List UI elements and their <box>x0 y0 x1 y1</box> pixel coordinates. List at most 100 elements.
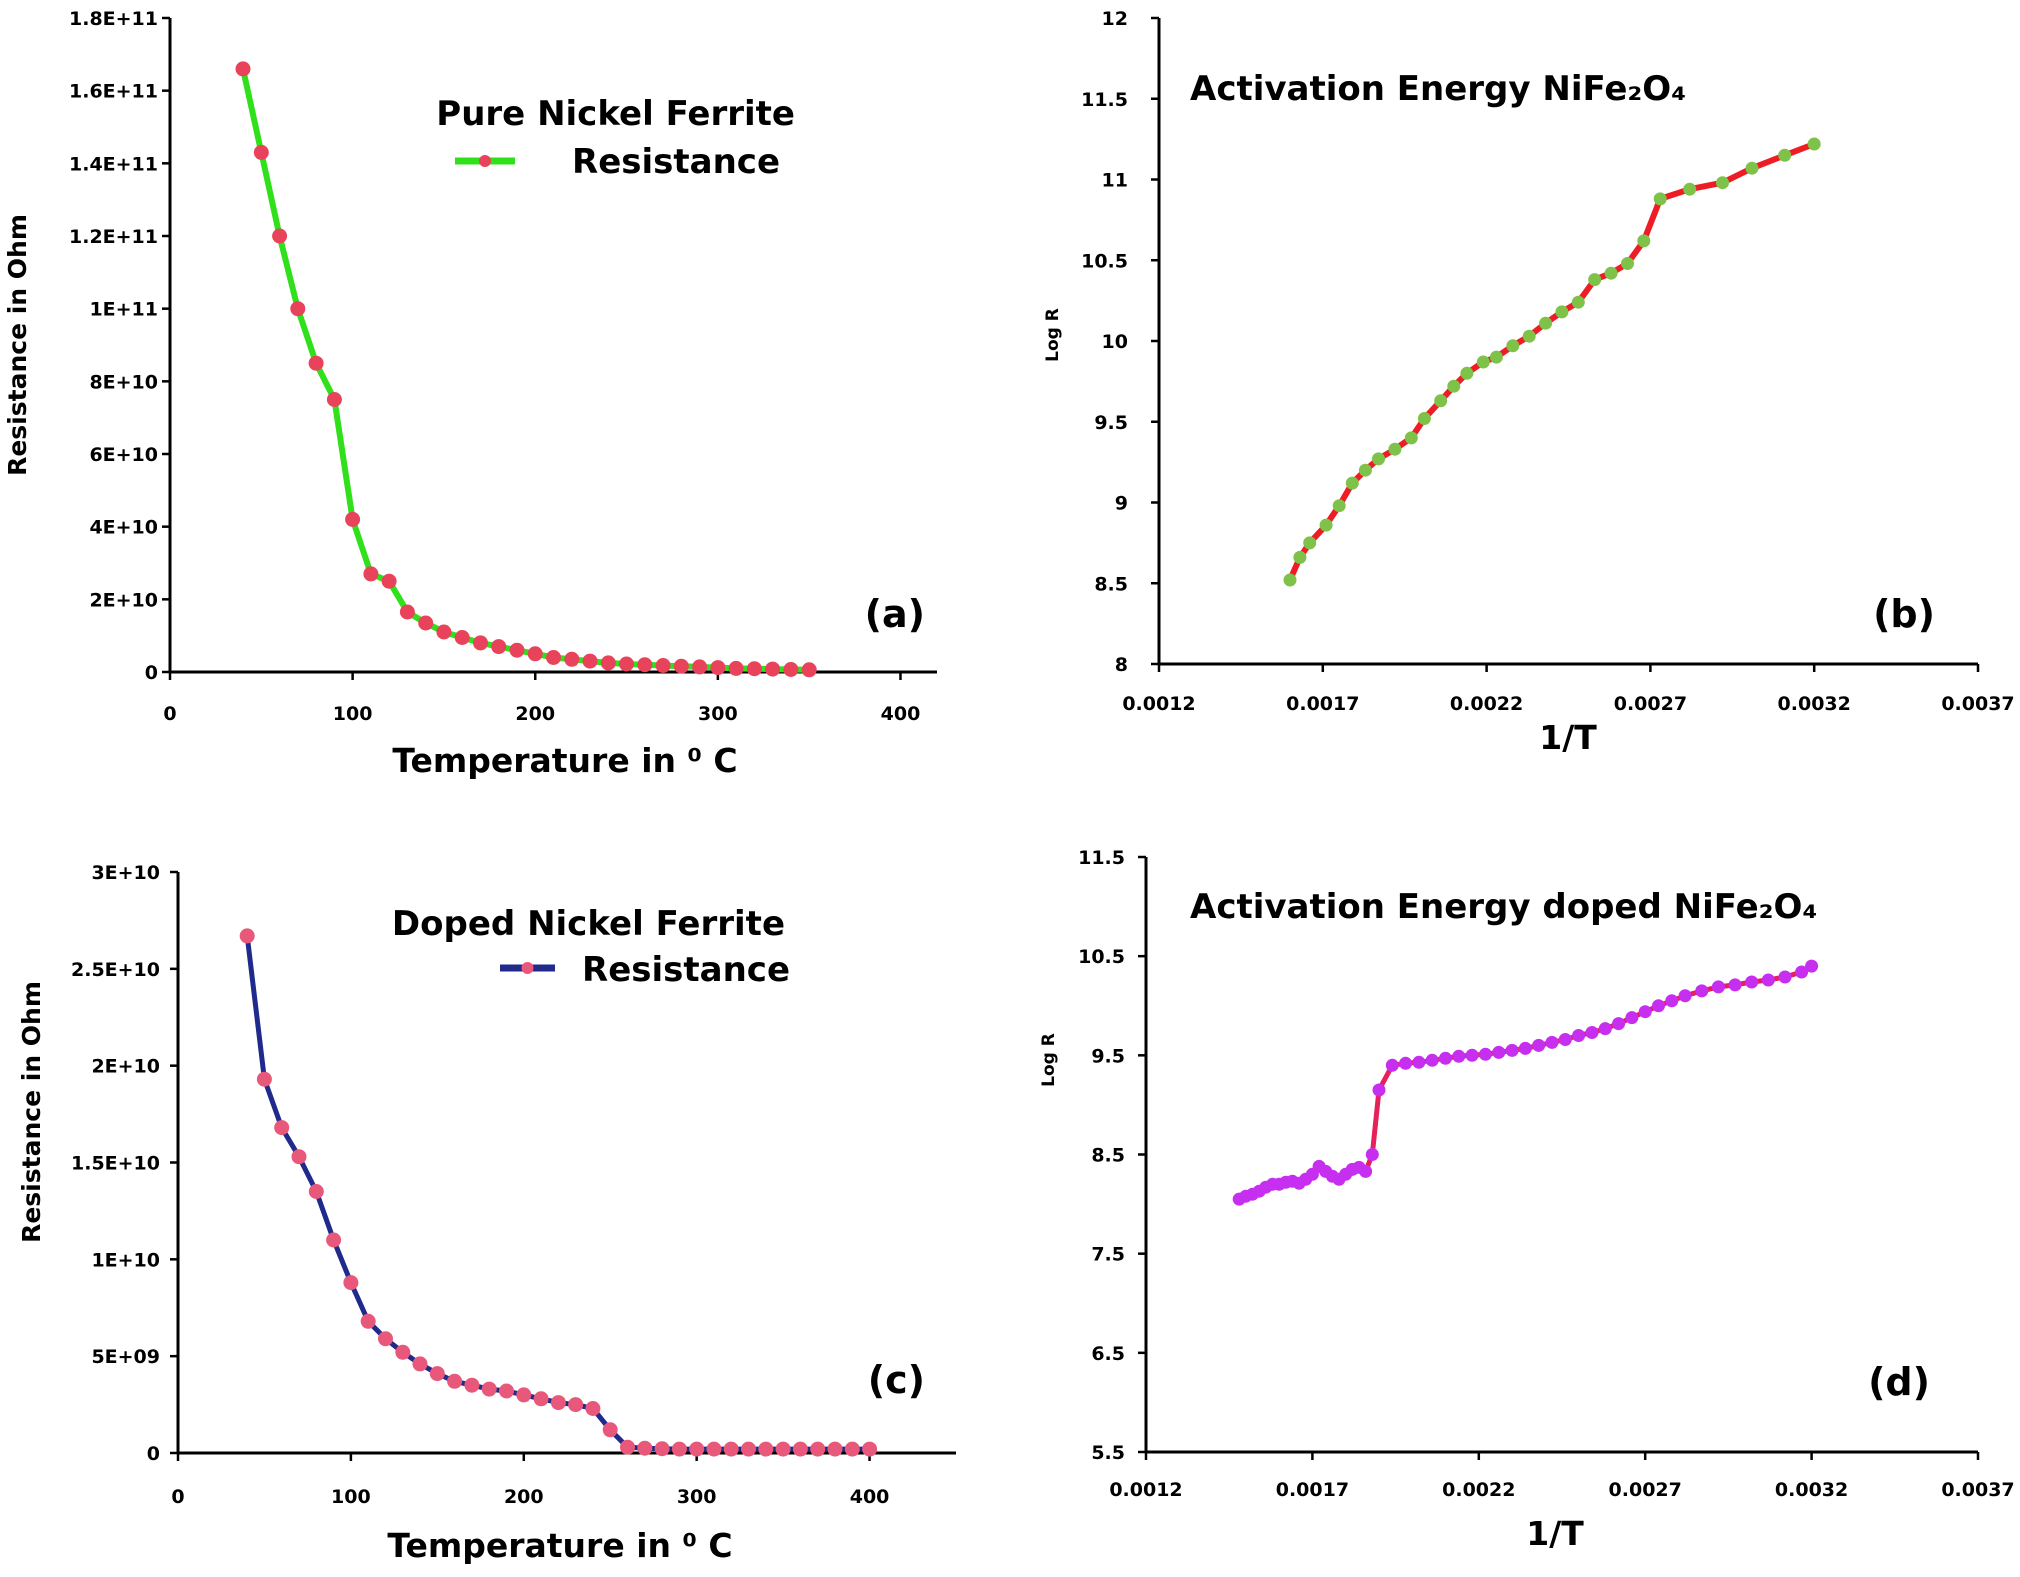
data-point <box>619 656 634 672</box>
x-axis-title: 1/T <box>1526 1514 1584 1553</box>
data-point <box>1452 1049 1466 1063</box>
data-point <box>454 630 470 645</box>
data-point <box>363 566 379 582</box>
chart-title: Activation Energy NiFe₂O₄ <box>1190 69 1686 109</box>
data-point <box>1365 1148 1379 1161</box>
x-axis-title: Temperature in ⁰ C <box>392 741 737 780</box>
y-tick-label: 8.5 <box>1091 1145 1125 1167</box>
data-point <box>326 392 342 407</box>
data-point <box>654 1441 670 1457</box>
data-point <box>600 655 616 671</box>
panel-label: (b) <box>1873 592 1935 636</box>
data-point <box>1479 1047 1492 1061</box>
data-point <box>326 1232 342 1248</box>
data-point <box>1653 192 1667 206</box>
y-tick-label: 2.5E+10 <box>71 959 160 981</box>
x-tick-label: 0.0032 <box>1778 693 1851 715</box>
chart-title: Doped Nickel Ferrite <box>392 904 785 944</box>
panel-label: (c) <box>868 1358 925 1402</box>
data-point <box>1358 463 1372 477</box>
data-point <box>464 1377 480 1393</box>
data-point <box>272 228 288 244</box>
x-tick-label: 0.0022 <box>1450 693 1523 715</box>
data-point <box>274 1120 290 1136</box>
data-point <box>1539 316 1553 330</box>
x-tick-label: 100 <box>331 1486 371 1508</box>
data-point <box>602 1422 618 1438</box>
data-point <box>1604 266 1618 280</box>
data-point <box>810 1441 826 1457</box>
data-point <box>1372 1083 1386 1097</box>
data-point <box>1545 1035 1559 1049</box>
data-point <box>1745 161 1759 175</box>
data-point <box>239 928 255 944</box>
data-point <box>436 624 452 640</box>
data-point <box>637 657 653 673</box>
data-point <box>1598 1022 1612 1036</box>
data-point <box>1388 442 1402 456</box>
y-tick-label: 0 <box>145 662 158 684</box>
legend-label: Resistance <box>572 142 780 182</box>
data-point <box>527 646 543 662</box>
y-tick-label: 11.5 <box>1081 89 1128 111</box>
x-tick-label: 0.0027 <box>1614 693 1687 715</box>
data-point <box>1412 1055 1426 1069</box>
data-point <box>673 658 689 674</box>
data-point <box>620 1439 635 1455</box>
data-point <box>1638 1005 1652 1019</box>
data-point <box>655 658 671 673</box>
y-tick-label: 6.5 <box>1091 1343 1125 1365</box>
y-tick-label: 5.5 <box>1091 1442 1125 1464</box>
data-point <box>723 1441 739 1457</box>
data-point <box>1425 1053 1439 1067</box>
y-tick-label: 1E+10 <box>91 1249 160 1271</box>
data-point <box>1522 329 1536 343</box>
data-point <box>582 653 598 669</box>
data-point <box>1745 975 1759 989</box>
data-point <box>1532 1038 1546 1052</box>
data-point <box>1625 1011 1639 1025</box>
data-point <box>1711 980 1725 994</box>
x-axis-title: Temperature in ⁰ C <box>387 1526 732 1565</box>
data-point <box>1385 1058 1399 1072</box>
data-point <box>1621 257 1634 270</box>
x-tick-label: 400 <box>881 703 921 725</box>
data-point <box>1795 965 1809 979</box>
data-point <box>1303 536 1317 550</box>
y-tick-label: 10 <box>1102 331 1128 353</box>
data-point <box>862 1441 878 1457</box>
panel-label: (d) <box>1868 1360 1930 1404</box>
data-point <box>1505 1043 1519 1057</box>
chart-title: Activation Energy doped NiFe₂O₄ <box>1190 887 1817 927</box>
data-point <box>1293 550 1307 564</box>
y-tick-label: 10.5 <box>1078 946 1125 968</box>
data-point <box>481 1381 497 1397</box>
data-point <box>1571 295 1585 309</box>
data-point <box>1761 973 1775 987</box>
x-tick-label: 0.0032 <box>1775 1479 1848 1501</box>
y-axis-title: Resistance in Ohm <box>3 214 32 476</box>
data-point <box>1359 1164 1373 1178</box>
data-point <box>1417 412 1431 425</box>
data-point <box>1805 959 1819 973</box>
x-tick-label: 0.0017 <box>1276 1479 1349 1501</box>
data-point <box>844 1441 860 1457</box>
data-point <box>256 1071 272 1087</box>
data-point <box>1558 1033 1572 1046</box>
data-point <box>308 355 324 371</box>
data-point <box>412 1356 428 1372</box>
y-tick-label: 7.5 <box>1091 1244 1125 1266</box>
data-point <box>343 1275 359 1291</box>
y-tick-label: 9.5 <box>1094 412 1128 434</box>
data-point <box>1778 148 1792 162</box>
data-point <box>1572 1029 1586 1042</box>
data-point <box>235 61 251 77</box>
panel-a-resistance-pure: 0 2E+10 4E+10 6E+10 8E+10 1E+11 1.2E+11 1.4E+11… <box>3 8 937 780</box>
x-tick-label: 400 <box>850 1486 890 1508</box>
y-tick-label: 1.8E+11 <box>69 8 158 30</box>
y-axis-title: Resistance in Ohm <box>17 981 46 1243</box>
data-point <box>1460 366 1474 380</box>
data-point <box>1588 273 1602 287</box>
y-tick-label: 1E+11 <box>89 299 158 321</box>
